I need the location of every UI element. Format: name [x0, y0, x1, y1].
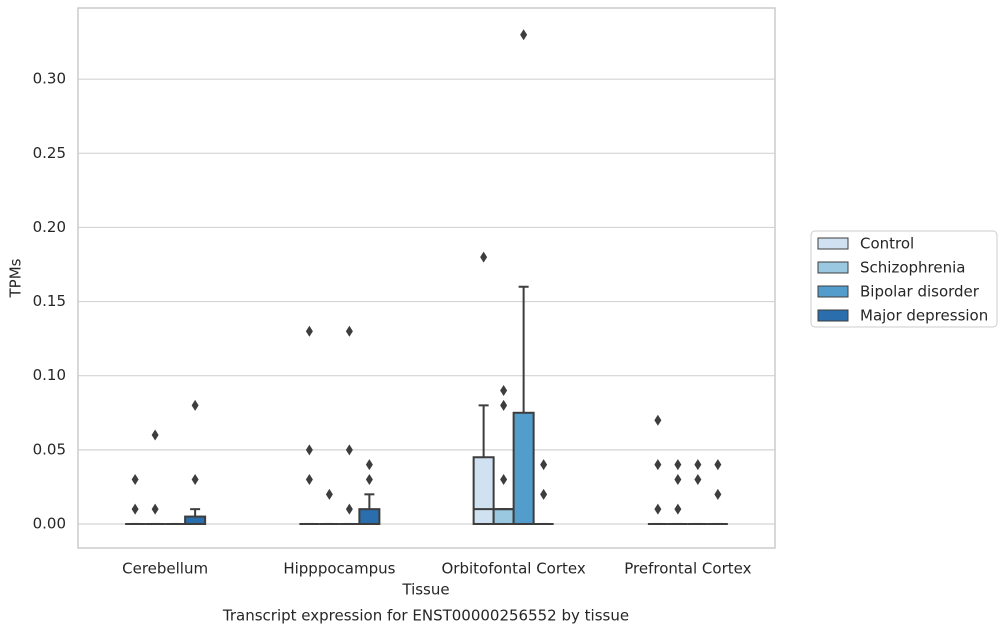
outlier [520, 29, 528, 41]
box-group [667, 459, 688, 525]
outlier [345, 444, 353, 456]
outlier [325, 488, 333, 500]
outlier [654, 503, 662, 515]
outlier [365, 473, 373, 485]
legend-swatch [817, 285, 849, 298]
y-tick-label: 0.10 [33, 366, 66, 384]
outlier [694, 473, 702, 485]
outlier [305, 325, 313, 337]
legend-swatch [817, 237, 849, 250]
outlier [151, 429, 159, 441]
box-group [707, 459, 728, 525]
legend-label: Major depression [860, 307, 988, 325]
outlier [694, 459, 702, 471]
legend-label: Control [860, 235, 914, 253]
box-group [472, 251, 495, 525]
y-tick-label: 0.20 [33, 218, 66, 236]
outlier [345, 325, 353, 337]
outlier [540, 459, 548, 471]
legend-swatch [817, 261, 849, 274]
y-tick-label: 0.30 [33, 70, 66, 88]
legend-frame [810, 230, 998, 328]
box-group [512, 29, 535, 525]
box-group [647, 414, 668, 525]
x-tick-label: Prefrontal Cortex [624, 560, 751, 578]
outlier [674, 473, 682, 485]
box-group [533, 459, 554, 525]
outlier [714, 488, 722, 500]
box [472, 456, 495, 525]
x-tick-label: Cerebellum [122, 560, 208, 578]
outlier [674, 459, 682, 471]
outlier [714, 459, 722, 471]
outlier [191, 399, 199, 411]
y-axis-label: TPMs [7, 258, 25, 298]
outlier [540, 488, 548, 500]
outlier [654, 414, 662, 426]
box [492, 508, 515, 525]
chart-caption: Transcript expression for ENST0000025655… [222, 607, 629, 625]
x-tick-label: Hipppocampus [283, 560, 395, 578]
outlier [305, 444, 313, 456]
plot-frame [77, 7, 776, 549]
box [358, 508, 381, 525]
outlier [151, 503, 159, 515]
outlier [500, 399, 508, 411]
outlier [305, 473, 313, 485]
legend-label: Schizophrenia [860, 259, 965, 277]
outlier [131, 503, 139, 515]
outlier [480, 251, 488, 263]
outlier [654, 459, 662, 471]
y-tick-label: 0.15 [33, 292, 66, 310]
y-tick-label: 0.00 [33, 514, 66, 532]
legend-swatch [817, 309, 849, 322]
legend-label: Bipolar disorder [860, 283, 980, 301]
box [184, 515, 207, 525]
box-group [125, 473, 146, 525]
x-axis-label: Tissue [401, 581, 449, 599]
x-tick-label: Orbitofontal Cortex [442, 560, 586, 578]
box-group [184, 399, 207, 525]
box-group [145, 429, 166, 525]
outlier [500, 385, 508, 397]
y-tick-label: 0.05 [33, 440, 66, 458]
box-group [319, 488, 340, 525]
box-group [339, 325, 360, 525]
box-group [492, 385, 515, 525]
outlier [191, 473, 199, 485]
outlier [131, 473, 139, 485]
box-group [299, 325, 320, 525]
outlier [365, 459, 373, 471]
y-tick-label: 0.25 [33, 144, 66, 162]
outlier [345, 503, 353, 515]
box [512, 411, 535, 525]
outlier [500, 473, 508, 485]
outlier [674, 503, 682, 515]
box-group [358, 459, 381, 525]
box-group [687, 459, 708, 525]
